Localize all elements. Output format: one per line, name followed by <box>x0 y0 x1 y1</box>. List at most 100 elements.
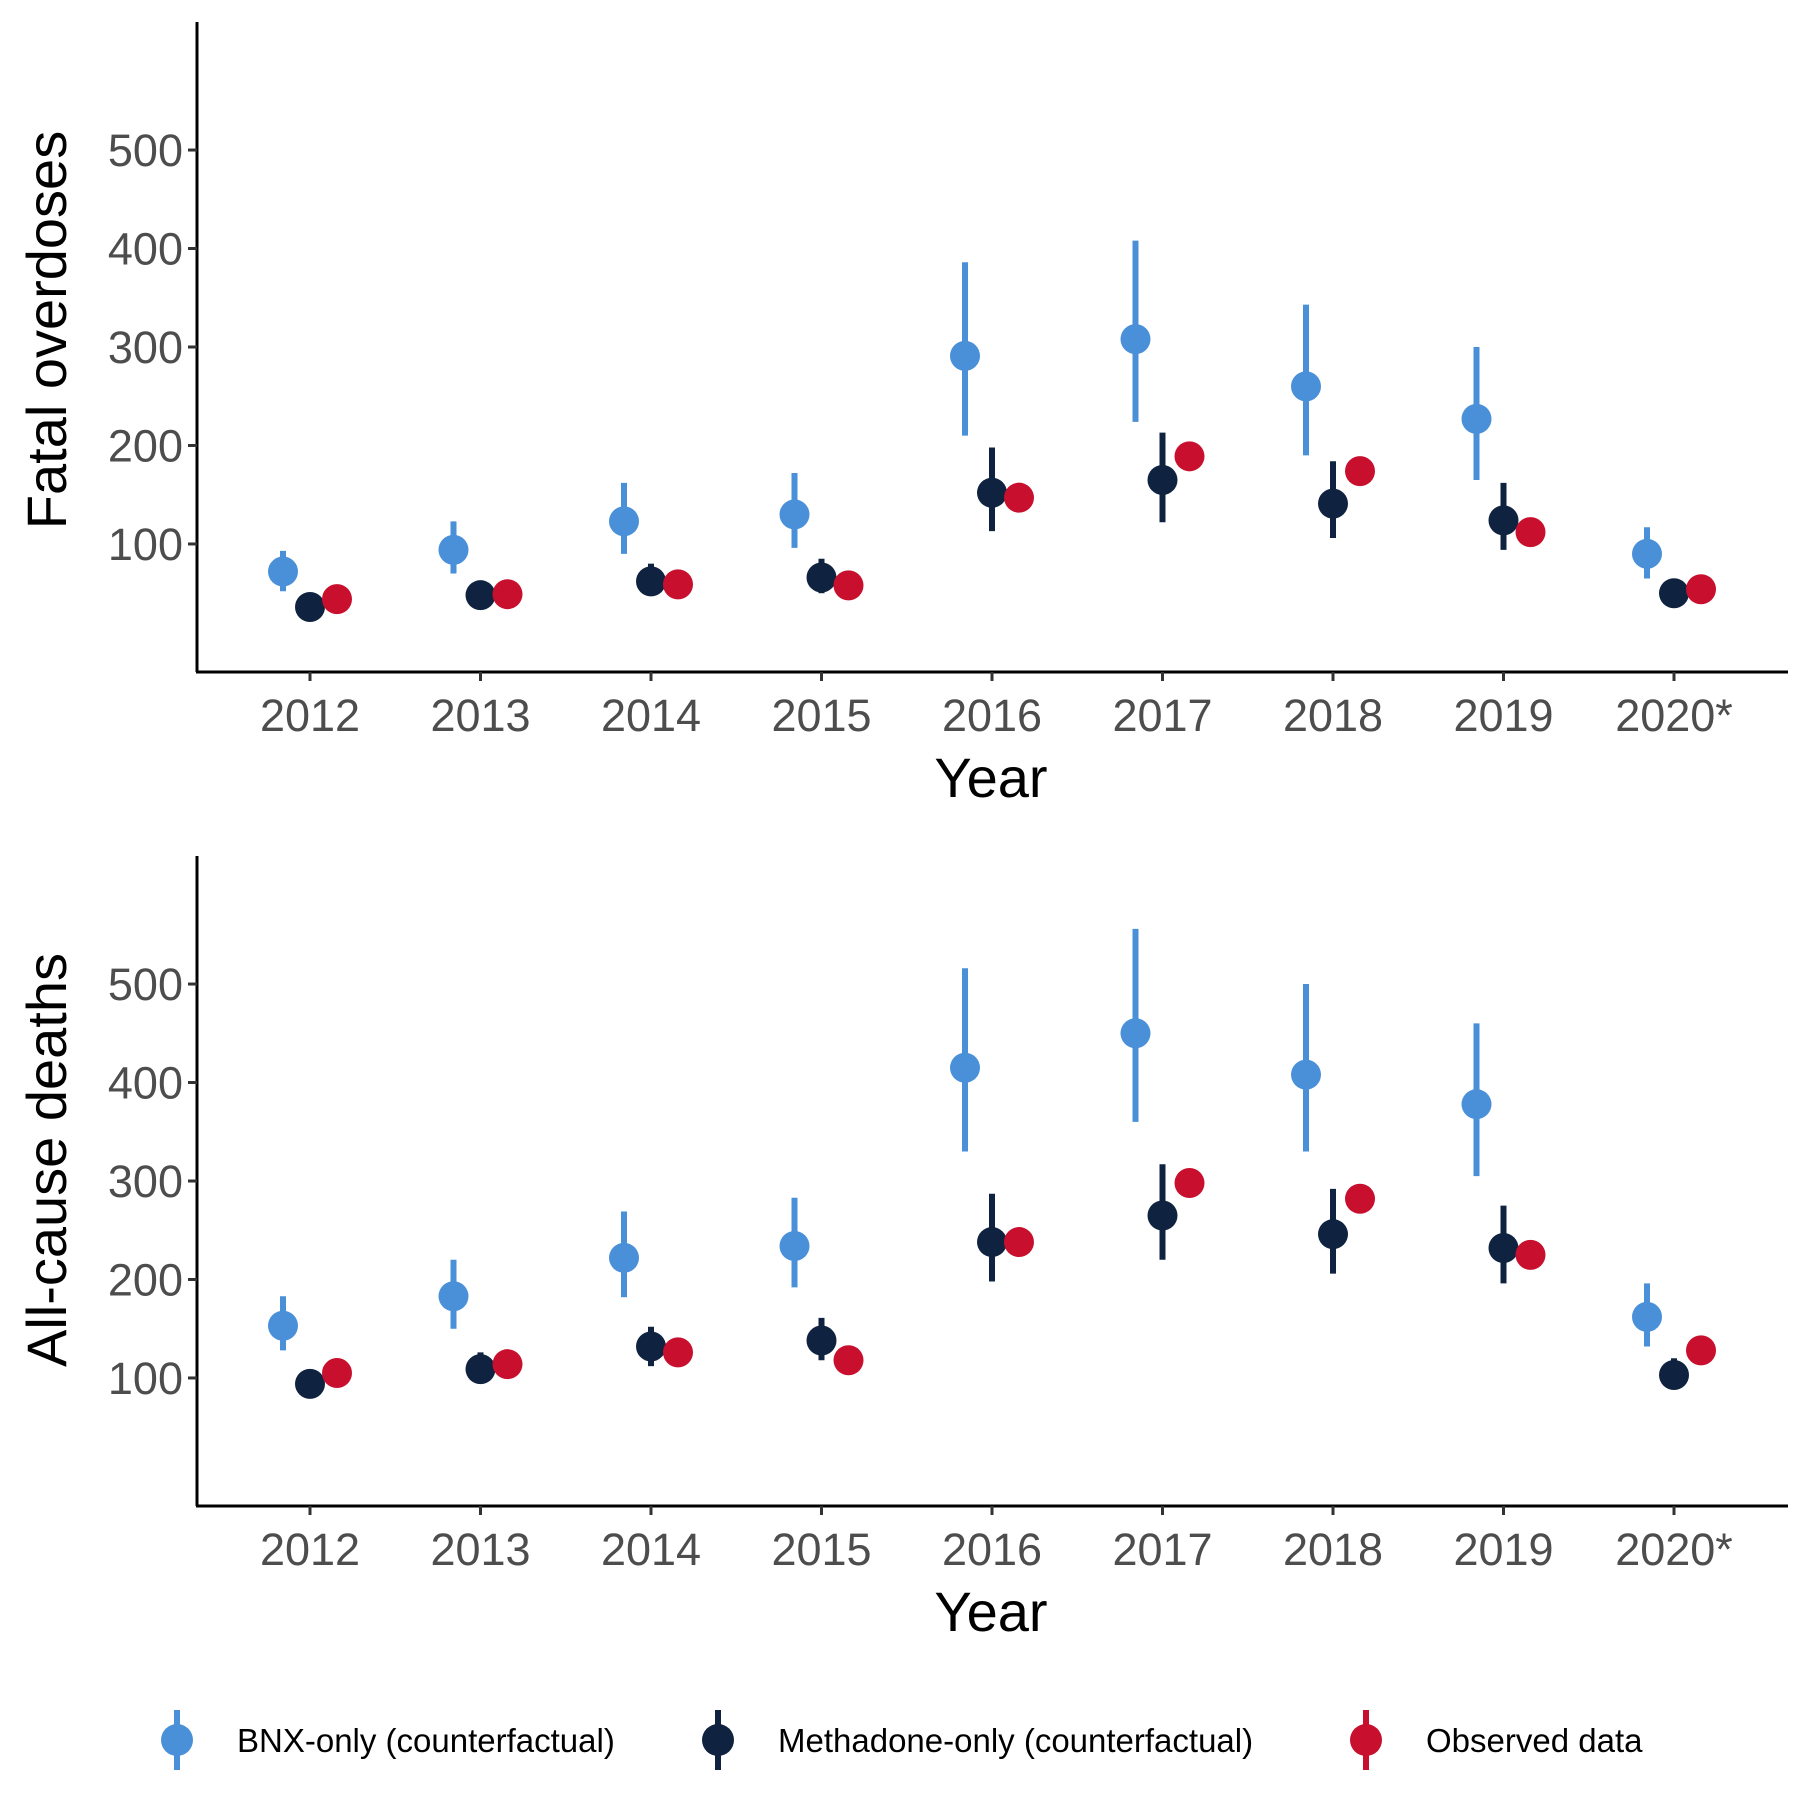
y-tick-label: 400 <box>108 1058 183 1109</box>
methadone-only-counterfactual-point <box>465 580 496 611</box>
bnx-only-counterfactual-point <box>609 1242 639 1273</box>
observed-data-point <box>1004 482 1034 513</box>
x-tick-label: 2018 <box>1283 690 1383 741</box>
bnx-only-counterfactual-point <box>1120 324 1151 355</box>
x-tick-label: 2020* <box>1615 690 1733 741</box>
x-tick-label: 2019 <box>1453 690 1553 741</box>
x-tick-label: 2018 <box>1283 1524 1383 1575</box>
observed-data-point <box>663 569 693 600</box>
observed-data-point <box>1515 1239 1546 1270</box>
bnx-only-counterfactual-point <box>779 1231 810 1261</box>
observed-data-point <box>492 1349 523 1380</box>
x-axis-title: Year <box>934 746 1047 809</box>
methadone-only-counterfactual-point <box>636 1331 666 1362</box>
bnx-only-counterfactual-point <box>438 534 469 565</box>
x-axis-title: Year <box>934 1580 1047 1643</box>
methadone-only-counterfactual-point <box>295 1368 325 1399</box>
x-tick-label: 2014 <box>601 1524 701 1575</box>
fatal-overdoses-panel: 100 200 300 400 500 2012 2013 2014 2015 2016 2017 2… <box>15 22 1788 809</box>
legend-item-bnx: BNX-only (counterfactual) <box>161 1710 615 1770</box>
methadone-only-counterfactual-point <box>1147 464 1178 495</box>
observed-data-point <box>322 1358 352 1389</box>
observed-data-point <box>663 1337 693 1368</box>
observed-data-point <box>1174 1167 1205 1198</box>
all-cause-deaths-panel: 100 200 300 400 500 2012 2013 2014 2015 2016 2017 2… <box>15 856 1788 1643</box>
methadone-only-counterfactual-point <box>1147 1200 1178 1231</box>
legend-key-point <box>702 1724 734 1756</box>
observed-data-point <box>1686 574 1716 605</box>
bnx-only-counterfactual-point <box>438 1281 469 1312</box>
methadone-only-counterfactual-point <box>295 592 325 622</box>
y-axis-title: All-cause deaths <box>15 953 78 1367</box>
bnx-only-counterfactual-point <box>609 506 639 537</box>
axis-ticks: 100 200 300 400 500 2012 2013 2014 2015 2016 2017 2… <box>108 959 1733 1575</box>
observed-data-point <box>492 579 523 610</box>
x-tick-label: 2014 <box>601 690 701 741</box>
observed-data-point <box>833 1345 864 1376</box>
bnx-only-counterfactual-point <box>1632 1301 1662 1332</box>
methadone-only-counterfactual-point <box>465 1354 496 1385</box>
bnx-only-counterfactual-point <box>1120 1018 1151 1049</box>
methadone-only-counterfactual-point <box>806 1325 837 1356</box>
methadone-only-counterfactual-point <box>1318 1219 1348 1250</box>
y-tick-label: 100 <box>108 1353 183 1404</box>
observed-data-point <box>833 570 864 601</box>
x-tick-label: 2017 <box>1112 690 1212 741</box>
axis-ticks: 100 200 300 400 500 2012 2013 2014 2015 2016 2017 2… <box>108 125 1733 741</box>
y-tick-label: 400 <box>108 224 183 275</box>
observed-data-point <box>1686 1335 1716 1366</box>
x-tick-label: 2017 <box>1112 1524 1212 1575</box>
legend-item-observed: Observed data <box>1350 1710 1643 1770</box>
methadone-only-counterfactual-point <box>1659 578 1689 609</box>
x-tick-label: 2015 <box>771 1524 871 1575</box>
observed-data-point <box>1515 517 1546 548</box>
data-marks <box>268 240 1716 622</box>
y-tick-label: 200 <box>108 1254 183 1305</box>
observed-data-point <box>1004 1227 1034 1258</box>
bnx-only-counterfactual-point <box>1291 371 1321 402</box>
observed-data-point <box>1345 456 1375 487</box>
legend-label-methadone: Methadone-only (counterfactual) <box>778 1722 1253 1759</box>
bnx-only-counterfactual-point <box>1291 1059 1321 1090</box>
legend-key-point <box>1350 1724 1382 1756</box>
bnx-only-counterfactual-point <box>1461 1089 1492 1120</box>
bnx-only-counterfactual-point <box>1632 538 1662 569</box>
bnx-only-counterfactual-point <box>779 499 810 530</box>
observed-data-point <box>322 584 352 615</box>
legend: BNX-only (counterfactual) Methadone-only… <box>161 1710 1643 1770</box>
methadone-only-counterfactual-point <box>1318 488 1348 519</box>
observed-data-point <box>1345 1183 1375 1214</box>
legend-label-observed: Observed data <box>1426 1722 1643 1759</box>
bnx-only-counterfactual-point <box>268 556 298 587</box>
y-tick-label: 100 <box>108 519 183 570</box>
methadone-only-counterfactual-point <box>806 562 837 593</box>
y-tick-label: 300 <box>108 322 183 373</box>
legend-item-methadone: Methadone-only (counterfactual) <box>702 1710 1253 1770</box>
y-tick-label: 200 <box>108 420 183 471</box>
observed-data-point <box>1174 441 1205 472</box>
y-tick-label: 500 <box>108 125 183 176</box>
x-tick-label: 2013 <box>430 1524 530 1575</box>
methadone-only-counterfactual-point <box>636 566 666 597</box>
methadone-only-counterfactual-point <box>1488 505 1519 536</box>
x-tick-label: 2013 <box>430 690 530 741</box>
x-tick-label: 2016 <box>942 690 1042 741</box>
legend-label-bnx: BNX-only (counterfactual) <box>237 1722 615 1759</box>
x-tick-label: 2012 <box>260 1524 360 1575</box>
methadone-only-counterfactual-point <box>977 1227 1007 1258</box>
x-tick-label: 2012 <box>260 690 360 741</box>
x-tick-label: 2020* <box>1615 1524 1733 1575</box>
bnx-only-counterfactual-point <box>950 340 980 371</box>
bnx-only-counterfactual-point <box>268 1310 298 1341</box>
methadone-only-counterfactual-point <box>1488 1232 1519 1263</box>
bnx-only-counterfactual-point <box>950 1052 980 1083</box>
data-marks <box>268 928 1716 1399</box>
y-tick-label: 500 <box>108 959 183 1010</box>
x-tick-label: 2016 <box>942 1524 1042 1575</box>
bnx-only-counterfactual-point <box>1461 403 1492 434</box>
methadone-only-counterfactual-point <box>1659 1360 1689 1391</box>
methadone-only-counterfactual-point <box>977 477 1007 508</box>
y-axis-title: Fatal overdoses <box>15 131 78 529</box>
legend-key-point <box>161 1724 193 1756</box>
